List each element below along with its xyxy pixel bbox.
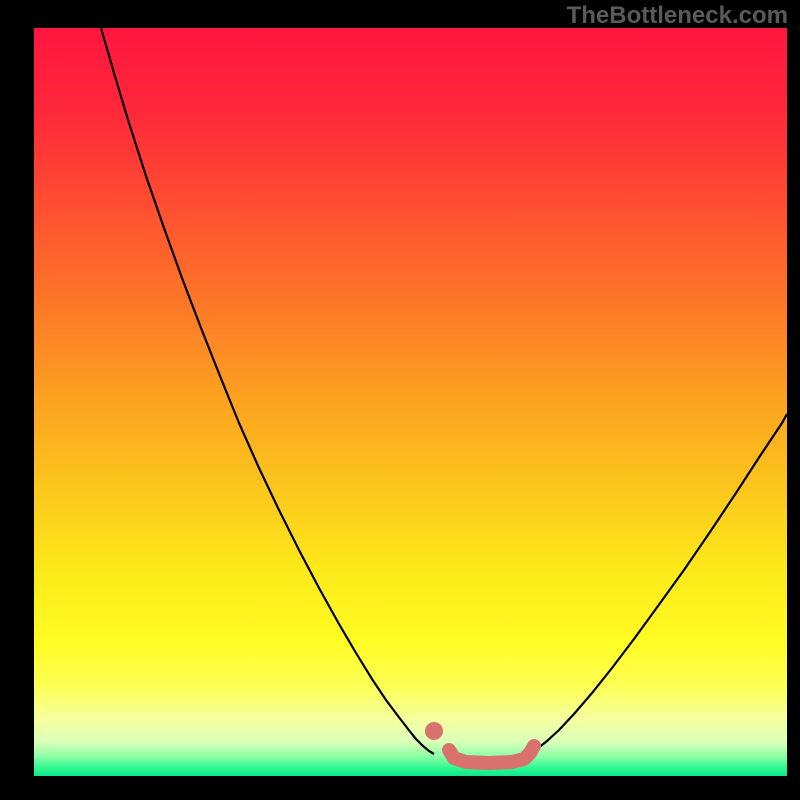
plot-svg: [34, 28, 787, 776]
accent-dot: [425, 722, 443, 740]
chart-frame: TheBottleneck.com: [0, 0, 800, 800]
plot-area: [34, 28, 787, 776]
plot-bg: [34, 28, 787, 776]
watermark-text: TheBottleneck.com: [567, 2, 788, 30]
